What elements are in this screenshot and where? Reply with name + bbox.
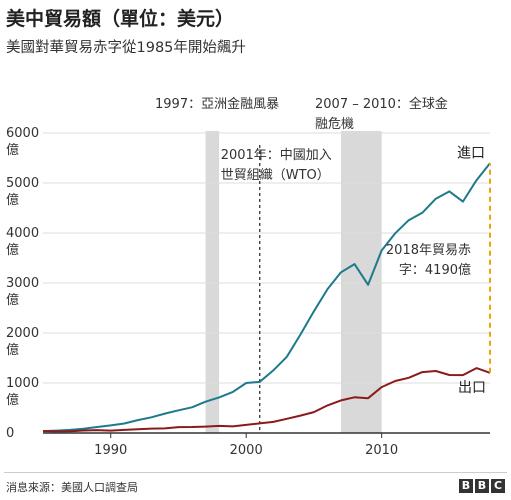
y-tick-label: 億 bbox=[6, 292, 19, 308]
y-tick-label: 0 bbox=[6, 426, 14, 441]
wto-annotation: 世貿組織（WTO） bbox=[221, 168, 330, 183]
shaded-period-2 bbox=[341, 131, 382, 433]
y-tick-label: 4000 bbox=[6, 226, 39, 241]
imports-label: 進口 bbox=[457, 145, 485, 161]
exports-series-line bbox=[42, 367, 491, 433]
y-tick-label: 億 bbox=[6, 392, 19, 408]
financial-crisis-label: 融危機 bbox=[315, 117, 354, 132]
footer-divider bbox=[4, 472, 507, 473]
y-tick-label: 5000 bbox=[6, 176, 39, 191]
y-tick-label: 2000 bbox=[6, 326, 39, 341]
deficit-annotation: 2018年貿易赤 bbox=[386, 243, 471, 258]
chart-subtitle: 美國對華貿易赤字從1985年開始飆升 bbox=[6, 40, 246, 56]
wto-annotation: 2001年：中國加入 bbox=[221, 148, 332, 163]
y-tick-label: 億 bbox=[6, 242, 19, 258]
x-tick-label: 1990 bbox=[94, 443, 127, 458]
bbc-logo-letter: B bbox=[475, 479, 489, 493]
y-tick-label: 億 bbox=[6, 142, 19, 158]
deficit-annotation: 字：4190億 bbox=[399, 262, 471, 278]
bbc-logo-letter: C bbox=[491, 479, 505, 493]
x-tick-label: 2000 bbox=[230, 443, 263, 458]
y-tick-label: 6000 bbox=[6, 126, 39, 141]
asian-crisis-label: 1997：亞洲金融風暴 bbox=[155, 96, 279, 112]
x-tick-label: 2010 bbox=[365, 443, 398, 458]
exports-label: 出口 bbox=[458, 380, 486, 396]
financial-crisis-label: 2007 – 2010：全球金 bbox=[315, 96, 448, 112]
y-tick-label: 3000 bbox=[6, 276, 39, 291]
shaded-period-1 bbox=[205, 131, 220, 433]
imports-series-line bbox=[42, 162, 491, 433]
bbc-logo: B B C bbox=[459, 479, 505, 493]
chart-title: 美中貿易額（單位：美元） bbox=[6, 8, 235, 30]
y-tick-label: 1000 bbox=[6, 376, 39, 391]
bbc-logo-letter: B bbox=[459, 479, 473, 493]
source-note: 消息來源：美國人口調查局 bbox=[6, 481, 138, 494]
y-tick-label: 億 bbox=[6, 342, 19, 358]
y-tick-label: 億 bbox=[6, 192, 19, 208]
